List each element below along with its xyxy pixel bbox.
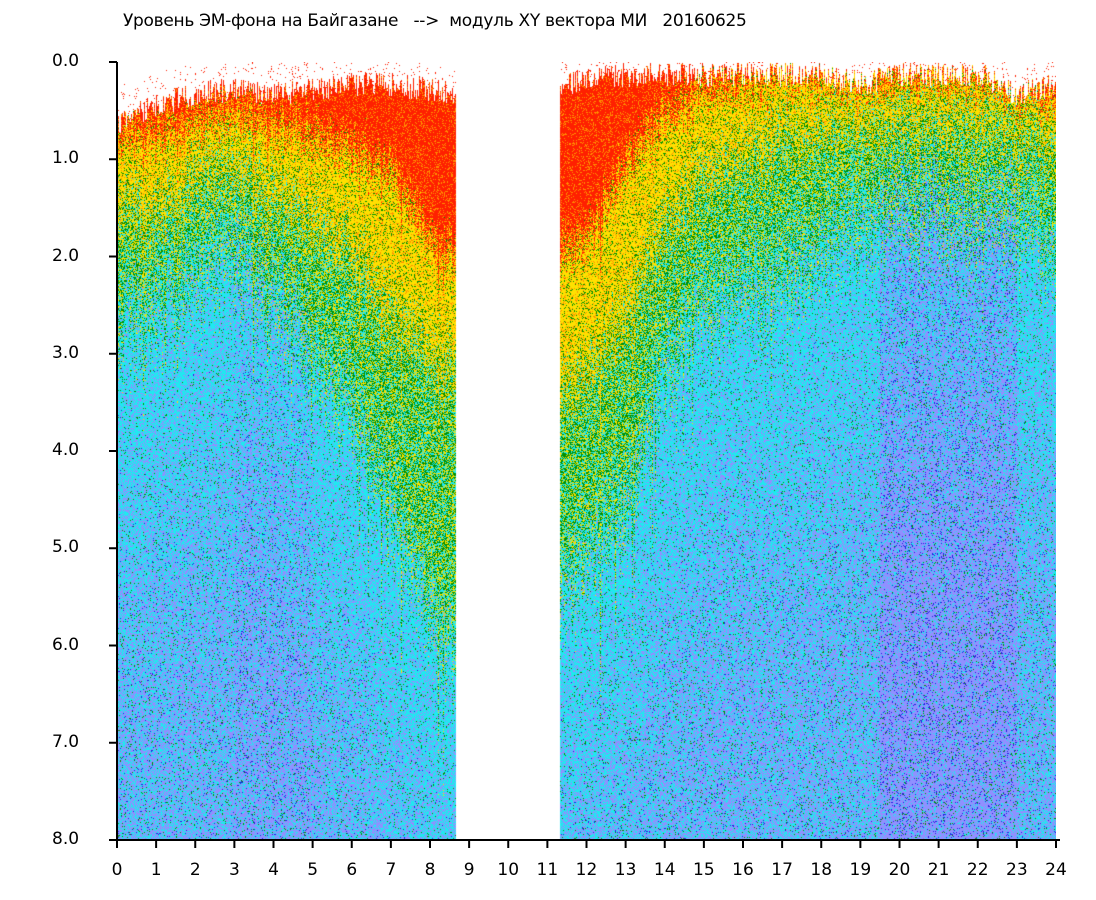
x-tick-label: 8 <box>424 860 436 880</box>
x-tick-label: 0 <box>111 860 123 880</box>
x-tick-label: 13 <box>614 860 637 880</box>
x-tick-label: 1 <box>150 860 162 880</box>
x-tick-label: 5 <box>307 860 319 880</box>
y-tick-label: 1.0 <box>52 148 80 169</box>
y-tick-label: 0.0 <box>52 51 80 71</box>
x-tick-label: 22 <box>966 860 989 880</box>
x-tick-label: 11 <box>536 860 559 880</box>
x-tick-label: 6 <box>346 860 358 880</box>
x-tick-label: 16 <box>732 860 754 880</box>
x-tick-label: 14 <box>653 860 676 880</box>
x-tick-label: 18 <box>810 860 833 880</box>
chart-title: Уровень ЭМ-фона на Байгазане --> модуль … <box>123 11 747 31</box>
y-tick-label: 7.0 <box>52 731 80 752</box>
x-tick-label: 12 <box>575 860 598 880</box>
y-tick-label: 5.0 <box>52 537 80 558</box>
x-tick-label: 17 <box>771 860 793 880</box>
x-tick-label: 24 <box>1045 860 1067 880</box>
y-tick-label: 3.0 <box>52 342 80 363</box>
heatmap-plot-area <box>117 62 1056 840</box>
y-tick-label: 8.0 <box>52 829 80 849</box>
x-tick-label: 15 <box>693 860 715 880</box>
x-tick-label: 7 <box>385 860 397 880</box>
x-tick-label: 2 <box>189 860 201 880</box>
y-tick-label: 4.0 <box>52 440 80 460</box>
x-tick-label: 9 <box>463 860 475 880</box>
x-tick-label: 3 <box>228 860 240 880</box>
x-tick-label: 23 <box>1006 860 1028 880</box>
y-tick-label: 6.0 <box>52 634 80 655</box>
x-tick-label: 10 <box>497 860 520 880</box>
x-tick-label: 4 <box>268 860 279 880</box>
x-tick-label: 19 <box>849 860 872 880</box>
x-tick-label: 20 <box>888 860 911 880</box>
y-tick-label: 2.0 <box>52 245 80 266</box>
x-tick-label: 21 <box>927 860 950 880</box>
